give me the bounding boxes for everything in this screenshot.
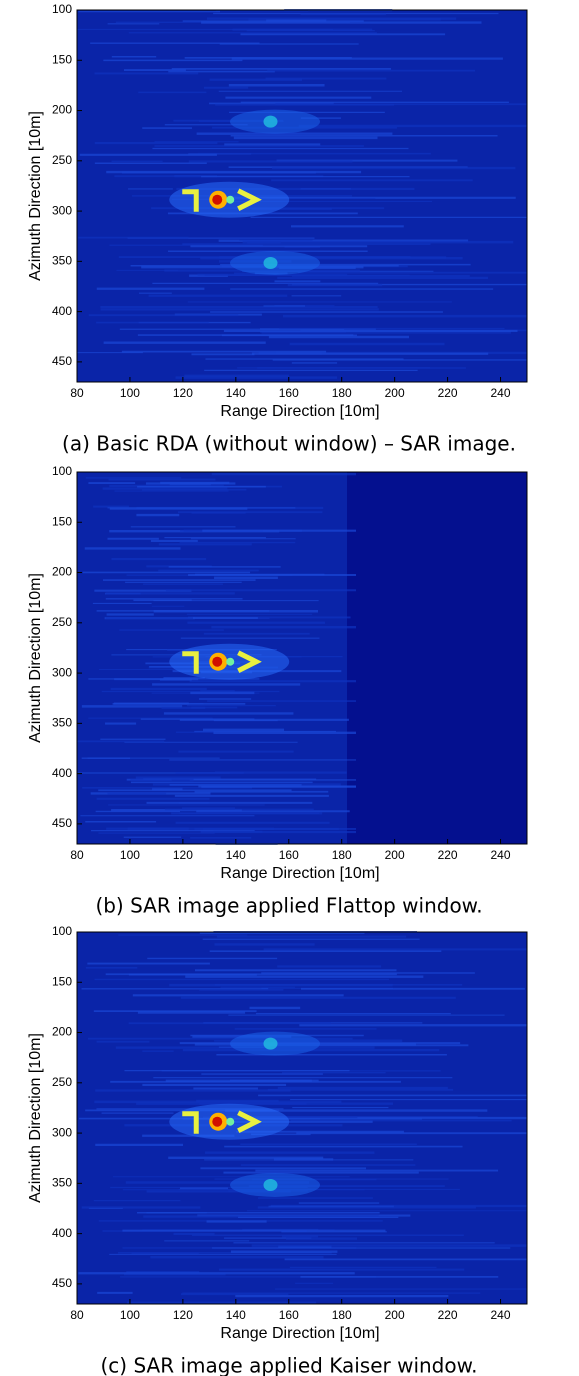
- caption: (b) SAR image applied Flattop window.: [95, 894, 482, 918]
- target-one: [182, 189, 199, 212]
- x-tick-label: 220: [438, 1308, 458, 1322]
- x-tick-label: 80: [70, 386, 84, 400]
- x-axis-label: Range Direction [10m]: [220, 403, 379, 420]
- x-tick-label: 140: [226, 848, 246, 862]
- x-tick-label: 220: [438, 848, 458, 862]
- y-tick-label: 300: [52, 1125, 72, 1139]
- x-tick-label: 100: [120, 1308, 140, 1322]
- x-tick-label: 240: [491, 386, 511, 400]
- panel: 80 100 120 140 160 180 200 220 240 100 150 200 250 30…: [27, 2, 528, 456]
- x-tick-label: 80: [70, 1308, 84, 1322]
- y-tick-label: 200: [52, 103, 72, 117]
- y-axis-label: Azimuth Direction [10m]: [27, 1033, 44, 1203]
- y-tick-label: 250: [52, 615, 72, 629]
- target-dot: [212, 1116, 223, 1127]
- plot-frame: [76, 931, 528, 1305]
- x-tick-label: 180: [332, 386, 352, 400]
- x-tick-label: 120: [173, 386, 193, 400]
- x-tick-label: 140: [226, 1308, 246, 1322]
- target-one: [182, 1111, 199, 1134]
- target-dot-small: [226, 657, 235, 666]
- y-tick-label: 150: [52, 514, 72, 528]
- x-tick-label: 140: [226, 386, 246, 400]
- caption: (c) SAR image applied Kaiser window.: [100, 1354, 477, 1376]
- x-tick-label: 180: [332, 1308, 352, 1322]
- x-tick-label: 220: [438, 386, 458, 400]
- x-tick-label: 120: [173, 848, 193, 862]
- y-tick-label: 250: [52, 153, 72, 167]
- y-tick-label: 100: [52, 924, 72, 938]
- x-tick-label: 160: [279, 1308, 299, 1322]
- y-tick-label: 350: [52, 1176, 72, 1190]
- panel: 80 100 120 140 160 180 200 220 240 100 150 200 250 30…: [27, 924, 528, 1376]
- y-tick-label: 400: [52, 766, 72, 780]
- x-tick-label: 200: [385, 848, 405, 862]
- y-axis-label: Azimuth Direction [10m]: [27, 573, 44, 743]
- side-lobe-core: [263, 1178, 278, 1191]
- y-tick-label: 250: [52, 1075, 72, 1089]
- target-dot: [212, 194, 223, 205]
- y-tick-label: 400: [52, 1226, 72, 1240]
- y-tick-label: 100: [52, 2, 72, 16]
- target-arrow: [237, 1110, 262, 1133]
- y-tick-label: 450: [52, 816, 72, 830]
- x-axis-label: Range Direction [10m]: [220, 1325, 379, 1342]
- x-tick-label: 200: [385, 386, 405, 400]
- plot-frame: [76, 9, 528, 383]
- target-dot-small: [226, 1117, 235, 1126]
- x-tick-label: 240: [491, 848, 511, 862]
- sar-image: [77, 931, 527, 1304]
- y-tick-label: 150: [52, 52, 72, 66]
- panel: 80 100 120 140 160 180 200 220 240 100 150 200 250 30…: [27, 464, 528, 918]
- y-tick-label: 350: [52, 716, 72, 730]
- side-lobe-core: [263, 1037, 278, 1050]
- x-tick-label: 120: [173, 1308, 193, 1322]
- x-tick-label: 160: [279, 848, 299, 862]
- x-tick-label: 100: [120, 848, 140, 862]
- side-lobe-core: [263, 115, 278, 128]
- x-axis-label: Range Direction [10m]: [220, 865, 379, 882]
- y-tick-label: 450: [52, 354, 72, 368]
- y-tick-label: 300: [52, 203, 72, 217]
- x-tick-label: 180: [332, 848, 352, 862]
- sar-image: [77, 472, 527, 845]
- caption: (a) Basic RDA (without window) – SAR ima…: [62, 432, 516, 456]
- x-tick-label: 100: [120, 386, 140, 400]
- y-tick-label: 100: [52, 464, 72, 478]
- side-lobe-core: [263, 256, 278, 269]
- plot-frame: [76, 471, 528, 845]
- target-arrow: [237, 650, 262, 673]
- y-tick-label: 300: [52, 665, 72, 679]
- y-tick-label: 200: [52, 1025, 72, 1039]
- sar-image: [77, 8, 527, 382]
- y-tick-label: 200: [52, 565, 72, 579]
- y-axis-label: Azimuth Direction [10m]: [27, 111, 44, 281]
- x-tick-label: 240: [491, 1308, 511, 1322]
- x-tick-label: 160: [279, 386, 299, 400]
- x-tick-label: 80: [70, 848, 84, 862]
- target-dot: [212, 656, 223, 667]
- x-tick-label: 200: [385, 1308, 405, 1322]
- y-tick-label: 450: [52, 1276, 72, 1290]
- dark-region: [347, 472, 527, 844]
- target-arrow: [237, 188, 262, 211]
- target-one: [182, 651, 199, 674]
- target-dot-small: [226, 195, 235, 204]
- y-tick-label: 150: [52, 974, 72, 988]
- y-tick-label: 400: [52, 304, 72, 318]
- y-tick-label: 350: [52, 254, 72, 268]
